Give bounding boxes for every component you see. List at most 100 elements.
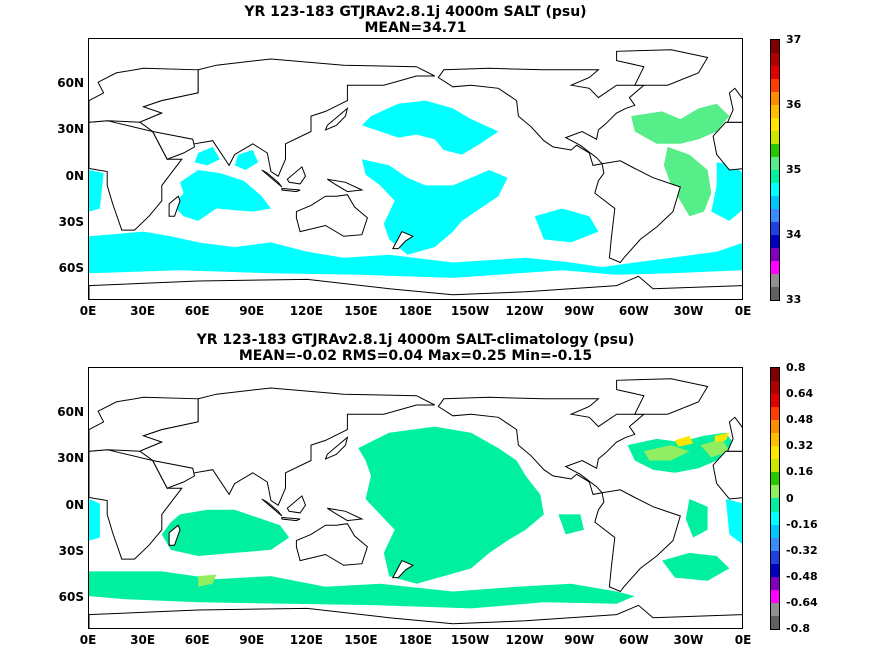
- colorbar-swatch: [771, 446, 779, 460]
- coastline-3: [726, 416, 742, 452]
- colorbar-tick-label: -0.32: [786, 543, 818, 557]
- salt-region-8: [534, 208, 599, 243]
- salt-map: [88, 38, 743, 300]
- lon-label: 90E: [239, 304, 265, 318]
- colorbar-swatch: [771, 66, 779, 79]
- coastline-17: [168, 524, 181, 546]
- coastline-11: [295, 523, 368, 566]
- colorbar-swatch: [771, 498, 779, 512]
- colorbar-tick-label: 0.8: [786, 361, 806, 374]
- colorbar-swatch: [771, 157, 779, 170]
- colorbar-tick-label: 0.64: [786, 387, 814, 401]
- colorbar-swatch: [771, 183, 779, 196]
- panel2-subtitle: MEAN=-0.02 RMS=0.04 Max=0.25 Min=-0.15: [238, 348, 593, 364]
- colorbar-swatch: [771, 589, 779, 603]
- lon-label: 0E: [734, 633, 752, 647]
- colorbar-swatch: [771, 261, 779, 274]
- panel1-colorbar: [770, 39, 780, 301]
- coastline-14: [616, 49, 709, 86]
- colorbar-tick-label: -0.48: [786, 569, 818, 583]
- p2-svg: [89, 378, 742, 628]
- colorbar-swatch: [771, 576, 779, 590]
- lat-label: 30N: [57, 451, 84, 466]
- salt-region-5: [89, 231, 742, 278]
- colorbar-swatch: [771, 287, 779, 300]
- lon-label: 0E: [734, 304, 752, 318]
- lon-label: 120W: [505, 633, 544, 647]
- colorbar-swatch: [771, 118, 779, 131]
- colorbar-swatch: [771, 170, 779, 183]
- coastline-11: [295, 194, 368, 237]
- coastline-8: [286, 166, 307, 185]
- salt-region-6: [711, 162, 742, 221]
- anomaly-region-6: [558, 514, 584, 535]
- lat-label: 60N: [57, 405, 84, 420]
- colorbar-swatch: [771, 274, 779, 287]
- lat-label: 60S: [58, 590, 84, 605]
- coastline-9: [327, 178, 364, 193]
- lat-label: 60S: [58, 261, 84, 276]
- coastline-13: [437, 67, 646, 166]
- strong-anomaly-1: [714, 432, 730, 442]
- coastline-5: [151, 459, 196, 489]
- colorbar-tick-label: 0.48: [786, 413, 814, 427]
- colorbar-swatch: [771, 196, 779, 209]
- colorbar-swatch: [771, 105, 779, 118]
- coastline-12: [391, 230, 414, 250]
- lon-label: 180E: [398, 633, 433, 647]
- lon-label: 30W: [673, 633, 704, 647]
- lon-label: 120E: [289, 633, 323, 647]
- salt-region-4: [194, 146, 220, 166]
- high-salt-region-1: [663, 146, 712, 217]
- coastline-1: [712, 121, 742, 171]
- colorbar-tick-label: 34: [786, 228, 802, 241]
- coastline-12: [391, 559, 414, 579]
- colorbar-swatch: [771, 248, 779, 261]
- coastline-0: [89, 120, 183, 231]
- colorbar-swatch: [771, 79, 779, 92]
- lat-label: 0N: [65, 497, 84, 512]
- panel2-colorbar: [770, 367, 780, 630]
- coastline-6: [324, 107, 349, 131]
- colorbar-swatch: [771, 550, 779, 564]
- positive-anomaly-0: [643, 445, 690, 461]
- lon-label: 120W: [505, 304, 544, 318]
- colorbar-swatch: [771, 602, 779, 616]
- salt-region-1: [361, 159, 508, 255]
- lat-label: 30S: [58, 214, 84, 229]
- colorbar-tick-label: 0.16: [786, 465, 814, 479]
- panel1-subtitle: MEAN=34.71: [364, 20, 467, 36]
- coastline-14: [616, 378, 709, 415]
- colorbar-swatch: [771, 472, 779, 486]
- colorbar-swatch: [771, 563, 779, 577]
- lon-label: 30E: [130, 633, 156, 647]
- coastline-8: [286, 495, 307, 514]
- positive-anomaly-1: [700, 438, 730, 458]
- anomaly-region-0: [358, 426, 544, 584]
- colorbar-swatch: [771, 524, 779, 538]
- coastline-10: [281, 187, 301, 193]
- lon-label: 90W: [564, 633, 595, 647]
- p1-svg: [89, 49, 742, 299]
- high-salt-region-0: [631, 103, 730, 144]
- lon-label: 30E: [130, 304, 156, 318]
- negative-anomaly-1: [725, 499, 742, 544]
- colorbar-swatch: [771, 511, 779, 525]
- lon-label: 0E: [79, 633, 97, 647]
- lat-label: 30N: [57, 122, 84, 137]
- coastline-13: [437, 396, 646, 495]
- colorbar-swatch: [771, 420, 779, 434]
- strong-anomaly-0: [674, 435, 694, 447]
- salt-anomaly-map: [88, 367, 743, 629]
- lon-label: 180E: [398, 304, 433, 318]
- coastline-6: [324, 436, 349, 460]
- salt-region-2: [172, 170, 271, 221]
- coastline-5: [151, 130, 196, 160]
- salt-region-3: [234, 150, 259, 170]
- coastline-17: [168, 195, 181, 217]
- colorbar-swatch: [771, 131, 779, 144]
- lat-label: 30S: [58, 543, 84, 558]
- lon-label: 90W: [564, 304, 595, 318]
- lon-label: 30W: [673, 304, 704, 318]
- colorbar-swatch: [771, 92, 779, 105]
